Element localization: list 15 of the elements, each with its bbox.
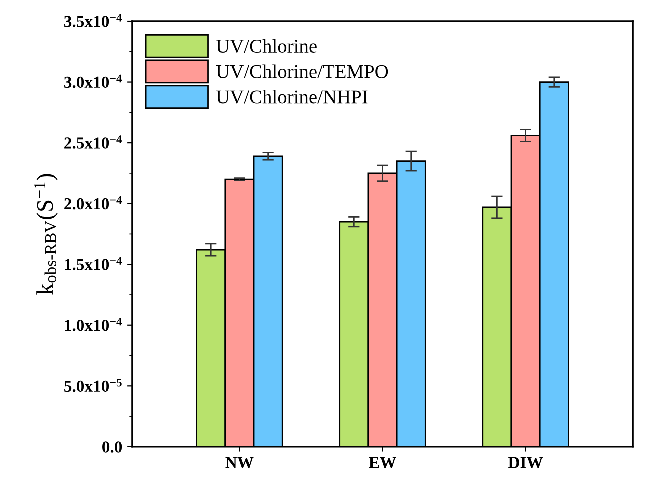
y-tick-label: 2.0x10$^{−4}$ <box>64 196 122 210</box>
y-tick-label: 2.5x10$^{−4}$ <box>64 136 122 149</box>
y-tick-label: 0.0 <box>102 442 122 453</box>
y-tick-label: 1.0x10$^{−4}$ <box>65 318 122 332</box>
y-tick-label: 3.0x10$^{−4}$ <box>64 74 122 88</box>
y-axis-title: k$_{obs‐RBV}$(S$^{−1}$) <box>34 174 58 295</box>
legend-label: UV/Chlorine/NHPI <box>216 90 368 104</box>
y-tick-label: 5.0x10$^{−5}$ <box>64 378 122 392</box>
legend-label: UV/Chlorine/TEMPO <box>216 64 388 78</box>
x-tick-label: NW <box>226 457 254 468</box>
x-tick-label: EW <box>369 457 396 468</box>
legend-label: UV/Chlorine <box>216 39 317 54</box>
y-tick-label: 3.5x10$^{−4}$ <box>64 14 122 28</box>
x-tick-label: DIW <box>508 457 544 468</box>
y-tick-label: 1.5x10$^{−4}$ <box>65 257 122 270</box>
